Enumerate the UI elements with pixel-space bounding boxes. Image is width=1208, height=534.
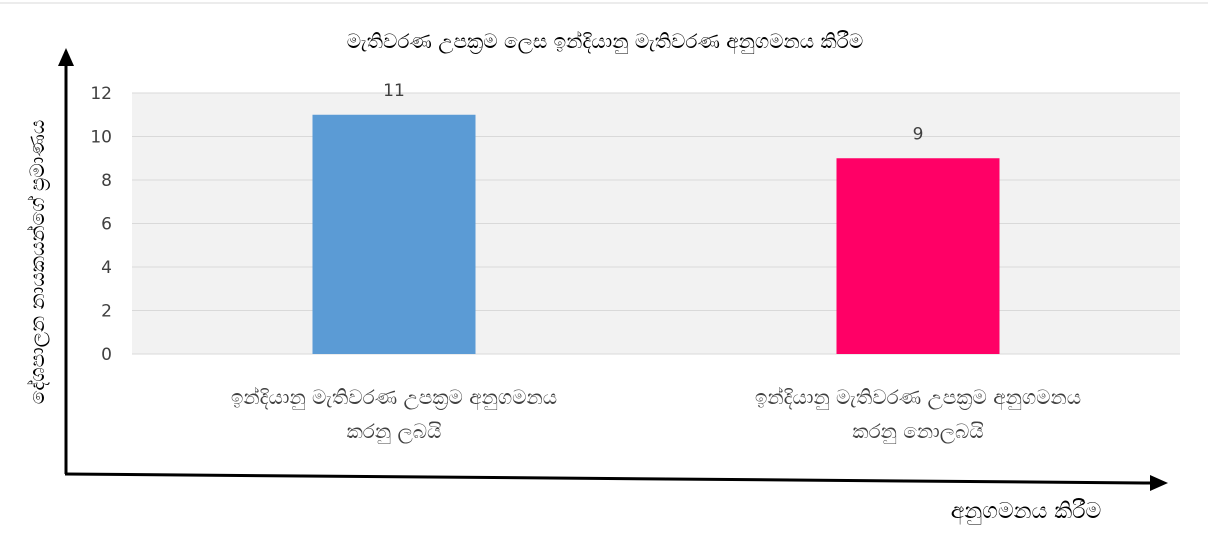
x-axis-label: අනුගමනය කිරීම: [951, 498, 1102, 525]
category-label: කරනු නොලබයි: [852, 419, 983, 444]
y-tick-label: 0: [101, 345, 112, 365]
y-axis-arrowhead: [58, 48, 74, 66]
y-tick-label: 2: [101, 302, 112, 322]
category-label: ඉන්දියානු මැතිවරණ උපක්‍රම අනුගමනය: [231, 385, 557, 410]
y-tick-label: 12: [90, 84, 112, 104]
category-label: ඉන්දියානු මැතිවරණ උපක්‍රම අනුගමනය: [755, 385, 1081, 410]
x-axis-arrowhead: [1150, 475, 1168, 491]
data-label: 9: [913, 124, 924, 144]
y-tick-label: 4: [101, 258, 112, 278]
x-axis-arrow: [64, 472, 1151, 485]
y-tick-labels: 0 2 4 6 8 10 12: [90, 84, 112, 365]
bar: [312, 114, 476, 354]
category-labels: ඉන්දියානු මැතිවරණ උපක්‍රම අනුගමනය කරනු ලබ…: [231, 385, 1081, 444]
bar: [836, 158, 1000, 354]
y-tick-label: 10: [90, 128, 112, 148]
gridlines: [132, 92, 1180, 355]
category-label: කරනු ලබයි: [347, 419, 442, 444]
y-tick-label: 6: [101, 215, 112, 235]
data-labels: 11 9: [383, 81, 923, 145]
y-tick-label: 8: [101, 171, 112, 191]
bars: [312, 114, 1000, 354]
data-label: 11: [383, 81, 405, 101]
y-axis-label: දේශපාලන නායකයන්ගේ ප්‍රමාණය: [25, 120, 51, 404]
chart-title: මැතිවරණ උපක්‍රම ලෙස ඉන්දියානු මැතිවරණ අන…: [347, 29, 863, 54]
